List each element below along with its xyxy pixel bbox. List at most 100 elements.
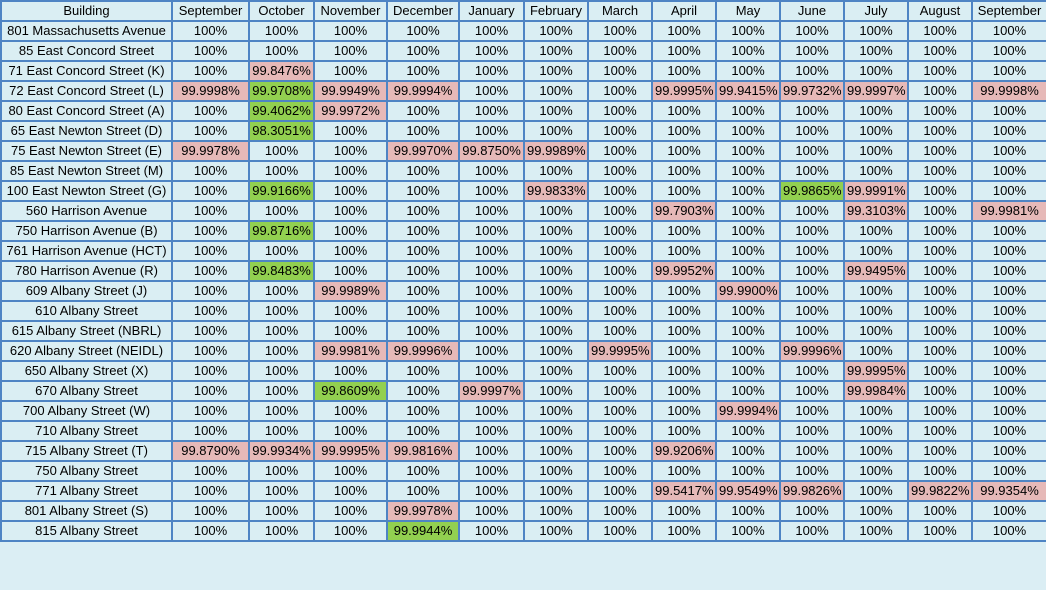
uptime-cell: 100% [171,420,250,442]
uptime-cell: 100% [386,160,460,182]
uptime-cell: 100% [907,520,973,542]
uptime-cell: 100% [386,200,460,222]
uptime-cell: 100% [458,460,525,482]
building-name-cell: 700 Albany Street (W) [0,400,173,422]
building-name-cell: 815 Albany Street [0,520,173,542]
uptime-cell: 100% [458,100,525,122]
uptime-cell: 99.9995% [651,80,717,102]
uptime-cell: 100% [715,320,781,342]
uptime-cell: 100% [843,300,909,322]
uptime-cell: 100% [971,300,1046,322]
uptime-cell: 99.3103% [843,200,909,222]
column-header-month: March [587,0,653,22]
uptime-cell: 99.9952% [651,260,717,282]
column-header-month: April [651,0,717,22]
building-name-cell: 65 East Newton Street (D) [0,120,173,142]
uptime-cell: 100% [971,260,1046,282]
uptime-cell: 100% [779,40,845,62]
uptime-cell: 100% [971,160,1046,182]
uptime-cell: 100% [779,280,845,302]
uptime-cell: 100% [386,240,460,262]
uptime-cell: 100% [971,440,1046,462]
column-header-month: February [523,0,589,22]
uptime-cell: 100% [971,400,1046,422]
uptime-cell: 100% [651,140,717,162]
uptime-cell: 100% [907,100,973,122]
table-row: 609 Albany Street (J) 100% 100% 99.9989% 100… [0,280,1046,302]
uptime-cell: 99.8609% [313,380,388,402]
uptime-cell: 100% [313,220,388,242]
table-row: 780 Harrison Avenue (R) 100% 99.8483% 100% 1… [0,260,1046,282]
uptime-cell: 100% [171,200,250,222]
uptime-cell: 100% [907,60,973,82]
uptime-cell: 100% [907,380,973,402]
table-row: 80 East Concord Street (A) 100% 99.4062% 99… [0,100,1046,122]
uptime-cell: 100% [779,140,845,162]
uptime-cell: 100% [715,500,781,522]
uptime-cell: 100% [313,180,388,202]
uptime-cell: 100% [248,40,315,62]
uptime-cell: 99.9989% [313,280,388,302]
uptime-cell: 100% [523,460,589,482]
table-row: 85 East Concord Street 100% 100% 100% 100% 10… [0,40,1046,62]
uptime-cell: 99.9981% [971,200,1046,222]
building-name-cell: 85 East Newton Street (M) [0,160,173,182]
building-name-cell: 560 Harrison Avenue [0,200,173,222]
uptime-cell: 99.9826% [779,480,845,502]
uptime-cell: 100% [248,240,315,262]
uptime-cell: 100% [313,20,388,42]
uptime-cell: 99.8476% [248,60,315,82]
uptime-cell: 100% [458,340,525,362]
uptime-cell: 100% [651,280,717,302]
table-row: 801 Albany Street (S) 100% 100% 100% 99.9978… [0,500,1046,522]
uptime-cell: 100% [587,460,653,482]
table-row: 620 Albany Street (NEIDL) 100% 100% 99.9981… [0,340,1046,362]
uptime-cell: 99.9997% [458,380,525,402]
uptime-cell: 100% [313,120,388,142]
building-name-cell: 780 Harrison Avenue (R) [0,260,173,282]
uptime-cell: 100% [715,240,781,262]
uptime-cell: 100% [523,120,589,142]
uptime-cell: 100% [907,140,973,162]
uptime-cell: 100% [587,80,653,102]
uptime-cell: 100% [587,360,653,382]
uptime-cell: 100% [458,280,525,302]
uptime-cell: 100% [386,420,460,442]
table-body: 801 Massachusetts Avenue 100% 100% 100% 100%… [0,20,1046,542]
uptime-cell: 100% [715,60,781,82]
uptime-cell: 100% [843,320,909,342]
uptime-cell: 100% [458,160,525,182]
uptime-cell: 100% [843,460,909,482]
uptime-cell: 100% [843,240,909,262]
column-header-month: September [171,0,250,22]
uptime-cell: 100% [587,400,653,422]
uptime-cell: 100% [587,520,653,542]
table-row: 761 Harrison Avenue (HCT) 100% 100% 100% 100… [0,240,1046,262]
uptime-cell: 100% [715,360,781,382]
uptime-cell: 100% [458,240,525,262]
uptime-cell: 100% [523,60,589,82]
uptime-cell: 99.9978% [386,500,460,522]
uptime-cell: 100% [171,460,250,482]
uptime-cell: 100% [248,500,315,522]
building-name-cell: 801 Massachusetts Avenue [0,20,173,42]
building-name-cell: 72 East Concord Street (L) [0,80,173,102]
uptime-cell: 100% [907,460,973,482]
uptime-cell: 100% [458,40,525,62]
uptime-cell: 99.9978% [171,140,250,162]
uptime-cell: 100% [171,100,250,122]
uptime-cell: 100% [651,180,717,202]
table-row: 72 East Concord Street (L) 99.9998% 99.970… [0,80,1046,102]
uptime-cell: 100% [523,220,589,242]
uptime-cell: 99.4062% [248,100,315,122]
uptime-cell: 100% [907,180,973,202]
column-header-month: December [386,0,460,22]
uptime-cell: 100% [971,380,1046,402]
uptime-cell: 100% [651,300,717,322]
uptime-cell: 100% [971,500,1046,522]
column-header-month: January [458,0,525,22]
uptime-cell: 100% [779,220,845,242]
uptime-cell: 100% [587,380,653,402]
uptime-cell: 100% [779,360,845,382]
uptime-cell: 100% [171,480,250,502]
